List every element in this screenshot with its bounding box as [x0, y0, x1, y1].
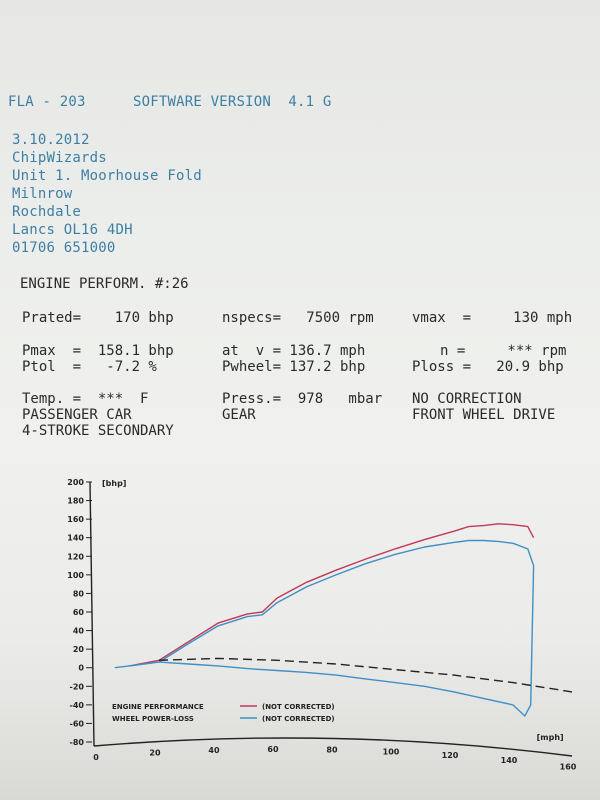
y-tick-label: 120	[67, 552, 84, 561]
y-tick-label: 100	[67, 571, 84, 580]
company-name: ChipWizards	[12, 150, 107, 166]
y-tick-label: 20	[73, 645, 85, 654]
address-line-1: Unit 1. Moorhouse Fold	[12, 168, 202, 184]
address-line-4: Lancs OL16 4DH	[12, 222, 133, 238]
legend-note: (NOT CORRECTED)	[262, 715, 335, 723]
y-axis-title: [bhp]	[102, 479, 126, 488]
x-tick-label: 140	[501, 756, 518, 765]
x-axis-line	[93, 737, 573, 757]
y-tick-label: -40	[70, 701, 85, 710]
ptol-value: Ptol = -7.2 %	[22, 359, 157, 375]
y-tick-label: 0	[78, 664, 84, 673]
drive-type: FRONT WHEEL DRIVE	[412, 407, 556, 423]
y-tick-label: 140	[67, 534, 84, 543]
x-tick-label: 120	[442, 751, 459, 760]
chart-legend: ENGINE PERFORMANCE (NOT CORRECTED) WHEEL P…	[112, 703, 335, 723]
legend-label: WHEEL POWER-LOSS	[112, 715, 194, 723]
vehicle-type: PASSENGER CAR	[22, 407, 132, 423]
series-line-2	[158, 657, 573, 693]
engine-type: 4-STROKE SECONDARY	[22, 423, 174, 439]
y-tick-label: 40	[73, 627, 85, 636]
address-line-2: Milnrow	[12, 186, 73, 202]
x-tick-label: 80	[326, 745, 338, 754]
gear-label: GEAR	[222, 407, 256, 423]
report-title: ENGINE PERFORM. #:26	[20, 276, 189, 292]
y-tick-label: 160	[67, 515, 84, 524]
at-v-value: at v = 136.7 mph	[222, 343, 366, 359]
x-tick-label: 60	[267, 745, 279, 754]
pwheel-value: Pwheel= 137.2 bhp	[222, 359, 366, 375]
device-model: FLA - 203	[8, 94, 86, 110]
y-tick-label: -80	[70, 738, 85, 747]
n-value: n = *** rpm	[440, 343, 567, 359]
x-tick-label: 100	[383, 747, 400, 756]
vmax-value: vmax = 130 mph	[412, 310, 573, 326]
chart-series	[114, 523, 573, 717]
phone-number: 01706 651000	[12, 240, 116, 256]
address-line-3: Rochdale	[12, 204, 82, 220]
y-tick-label: 180	[67, 497, 84, 506]
series-line-0	[129, 523, 535, 667]
y-tick-label: -60	[70, 719, 85, 728]
y-axis-line	[89, 481, 95, 747]
nspecs-value: nspecs= 7500 rpm	[222, 310, 374, 326]
x-tick-label: 20	[149, 749, 161, 758]
report-date: 3.10.2012	[12, 132, 90, 148]
series-line-1	[114, 539, 535, 717]
y-tick-label: 80	[73, 589, 85, 598]
software-version: SOFTWARE VERSION 4.1 G	[133, 94, 332, 110]
x-tick-label: 160	[560, 763, 577, 772]
prated-value: Prated= 170 bhp	[22, 310, 174, 326]
press-value: Press.= 978 mbar	[222, 391, 383, 407]
legend-note: (NOT CORRECTED)	[262, 703, 335, 711]
x-tick-label: 0	[93, 753, 99, 762]
y-tick-label: 60	[73, 608, 85, 617]
power-chart: 200180160140120100806040200-20-40-60-800…	[67, 478, 576, 772]
temp-value: Temp. = *** F	[22, 391, 149, 407]
x-axis-title: [mph]	[537, 733, 564, 742]
legend-label: ENGINE PERFORMANCE	[112, 703, 204, 711]
y-tick-label: -20	[70, 682, 85, 691]
x-tick-label: 40	[208, 746, 220, 755]
ploss-value: Ploss = 20.9 bhp	[412, 359, 564, 375]
pmax-value: Pmax = 158.1 bhp	[22, 343, 174, 359]
correction-status: NO CORRECTION	[412, 391, 522, 407]
y-tick-label: 200	[67, 478, 84, 487]
chart-axes: 200180160140120100806040200-20-40-60-800…	[67, 478, 576, 772]
